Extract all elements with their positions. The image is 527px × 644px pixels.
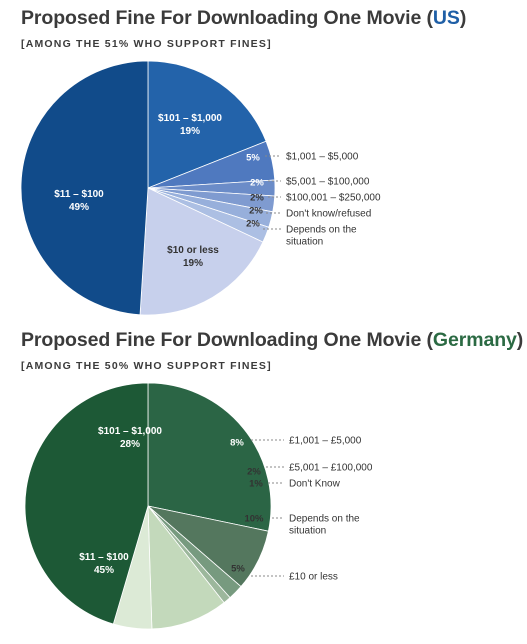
germany-title-highlight: Germany xyxy=(432,329,517,351)
de-slice-value-depends-on-the-situation-4: 10% xyxy=(244,514,264,525)
de-callout-label-don-t-know-3: Don't Know xyxy=(289,479,341,490)
us-callout-label-don-t-know-refused-4: Don't know/refused xyxy=(286,209,371,220)
germany-chart: Proposed Fine For Downloading One Movie … xyxy=(0,322,527,644)
de-slice-value-don-t-know-3: 1% xyxy=(249,479,263,490)
us-chart-title: Proposed Fine For Downloading One Movie … xyxy=(21,7,467,29)
de-callout-label-depends-on-the-situation-4: Depends on the situation xyxy=(289,514,360,537)
us-slice-value-101-1-000-0: 19% xyxy=(180,126,200,137)
de-callout-label-10-or-less-5: £10 or less xyxy=(289,572,338,583)
de-slice-label-11-100-6: $11 – $100 xyxy=(79,552,129,563)
us-slice-value-depends-on-the-situation-5: 2% xyxy=(246,219,260,230)
us-slice-101-1-000-0 xyxy=(147,60,267,189)
us-slice-label-101-1-000-0: $101 – $1,000 xyxy=(158,113,222,124)
de-slice-value-1-001-5-000-1: 8% xyxy=(230,438,244,449)
de-callouts: £1,001 – £5,000 £5,001 – £100,000 Don't Kn… xyxy=(251,436,373,583)
de-callout-label-1-001-5-000-1: £1,001 – £5,000 xyxy=(289,436,362,447)
us-slice-11-100-7 xyxy=(20,60,149,316)
germany-chart-subtitle: [AMONG THE 50% WHO SUPPORT FINES] xyxy=(21,360,272,372)
us-callout-label-depends-on-the-situation-5: Depends on the situation xyxy=(286,225,357,248)
us-slice-label-11-100-7: $11 – $100 xyxy=(54,189,104,200)
de-callout-label-5-001-100-000-2: £5,001 – £100,000 xyxy=(289,463,373,474)
de-slice-value-10-or-less-5: 5% xyxy=(231,564,245,575)
us-chart: Proposed Fine For Downloading One Movie … xyxy=(20,7,467,316)
us-slice-value-11-100-7: 49% xyxy=(69,202,89,213)
us-chart-subtitle: [AMONG THE 51% WHO SUPPORT FINES] xyxy=(21,38,272,50)
de-slice-value-101-1-000-0: 28% xyxy=(120,439,140,450)
us-callout-label-100-001-250-000-3: $100,001 – $250,000 xyxy=(286,193,381,204)
de-slice-101-1-000-0 xyxy=(147,382,272,532)
de-slice-value-5-001-100-000-2: 2% xyxy=(247,467,261,478)
us-title-highlight: US xyxy=(432,7,460,29)
us-slice-value-1-001-5-000-1: 5% xyxy=(246,153,260,164)
us-slice-value-5-001-100-000-2: 2% xyxy=(250,178,264,189)
us-callouts: $1,001 – $5,000 $5,001 – $100,000 $100,001… xyxy=(263,152,381,248)
us-slice-value-10-or-less-6: 19% xyxy=(183,258,203,269)
us-callout-label-5-001-100-000-2: $5,001 – $100,000 xyxy=(286,177,370,188)
de-slice-label-101-1-000-0: $101 – $1,000 xyxy=(98,426,162,437)
us-slice-10-or-less-6 xyxy=(139,187,264,316)
us-pie-chart: $101 – $1,000 19% 5% 2% 2% 2% 2% $10 or less 19%… xyxy=(20,60,381,316)
germany-chart-title: Proposed Fine For Downloading One Movie … xyxy=(21,329,524,351)
us-slice-value-don-t-know-refused-4: 2% xyxy=(249,206,263,217)
de-value-labels: $101 – $1,000 28% 8% 2%1% 10% 5% $11 – $100 45% xyxy=(79,426,264,576)
de-slices xyxy=(24,382,272,630)
us-value-labels: $101 – $1,000 19% 5% 2% 2% 2% 2% $10 or less 19%… xyxy=(54,113,264,269)
de-slice-value-11-100-6: 45% xyxy=(94,565,114,576)
de-slice-11-100-6 xyxy=(24,382,149,625)
germany-pie-chart: $101 – $1,000 28% 8% 2%1% 10% 5% $11 – $100 45%… xyxy=(24,382,373,630)
us-slice-label-10-or-less-6: $10 or less xyxy=(167,245,219,256)
us-callout-label-1-001-5-000-1: $1,001 – $5,000 xyxy=(286,152,359,163)
de-slice-depends-on-the-situation-4 xyxy=(147,504,225,630)
us-slice-value-100-001-250-000-3: 2% xyxy=(250,193,264,204)
us-slices xyxy=(20,60,276,316)
